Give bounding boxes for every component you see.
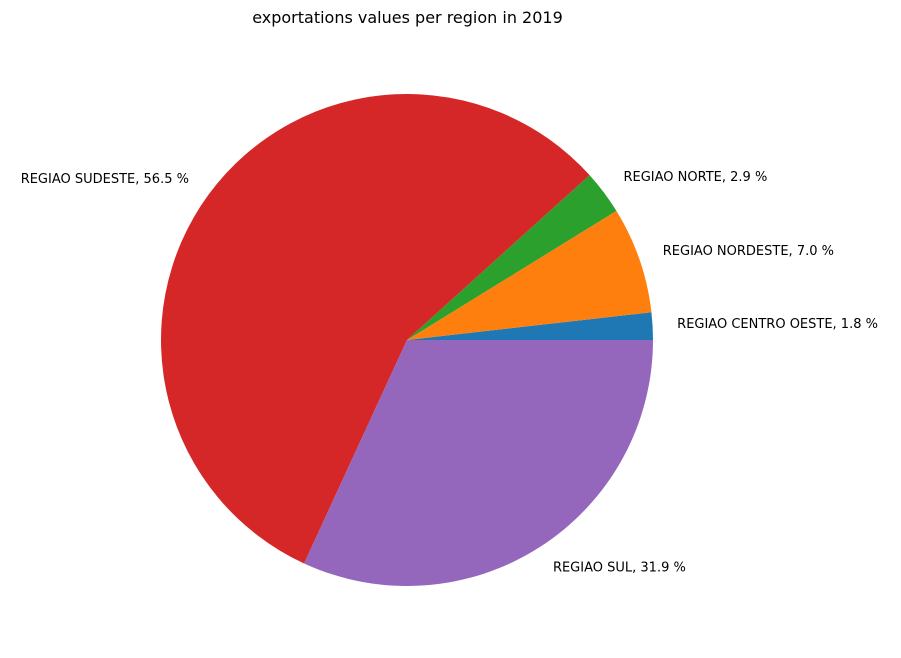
- pie-slice-label-2: REGIAO NORTE, 2.9 %: [623, 170, 767, 185]
- pie-slice-1: [407, 210, 652, 340]
- pie-slice-2: [407, 175, 617, 340]
- pie-slice-4: [304, 340, 653, 586]
- pie-slice-3: [160, 93, 590, 564]
- pie-slice-label-0: REGIAO CENTRO OESTE, 1.8 %: [677, 317, 878, 332]
- chart-title: exportations values per region in 2019: [252, 8, 563, 27]
- pie-slice-0: [407, 312, 653, 340]
- pie-slice-label-1: REGIAO NORDESTE, 7.0 %: [663, 244, 834, 259]
- pie-slice-label-4: REGIAO SUL, 31.9 %: [553, 560, 686, 575]
- pie-slice-label-3: REGIAO SUDESTE, 56.5 %: [21, 172, 189, 187]
